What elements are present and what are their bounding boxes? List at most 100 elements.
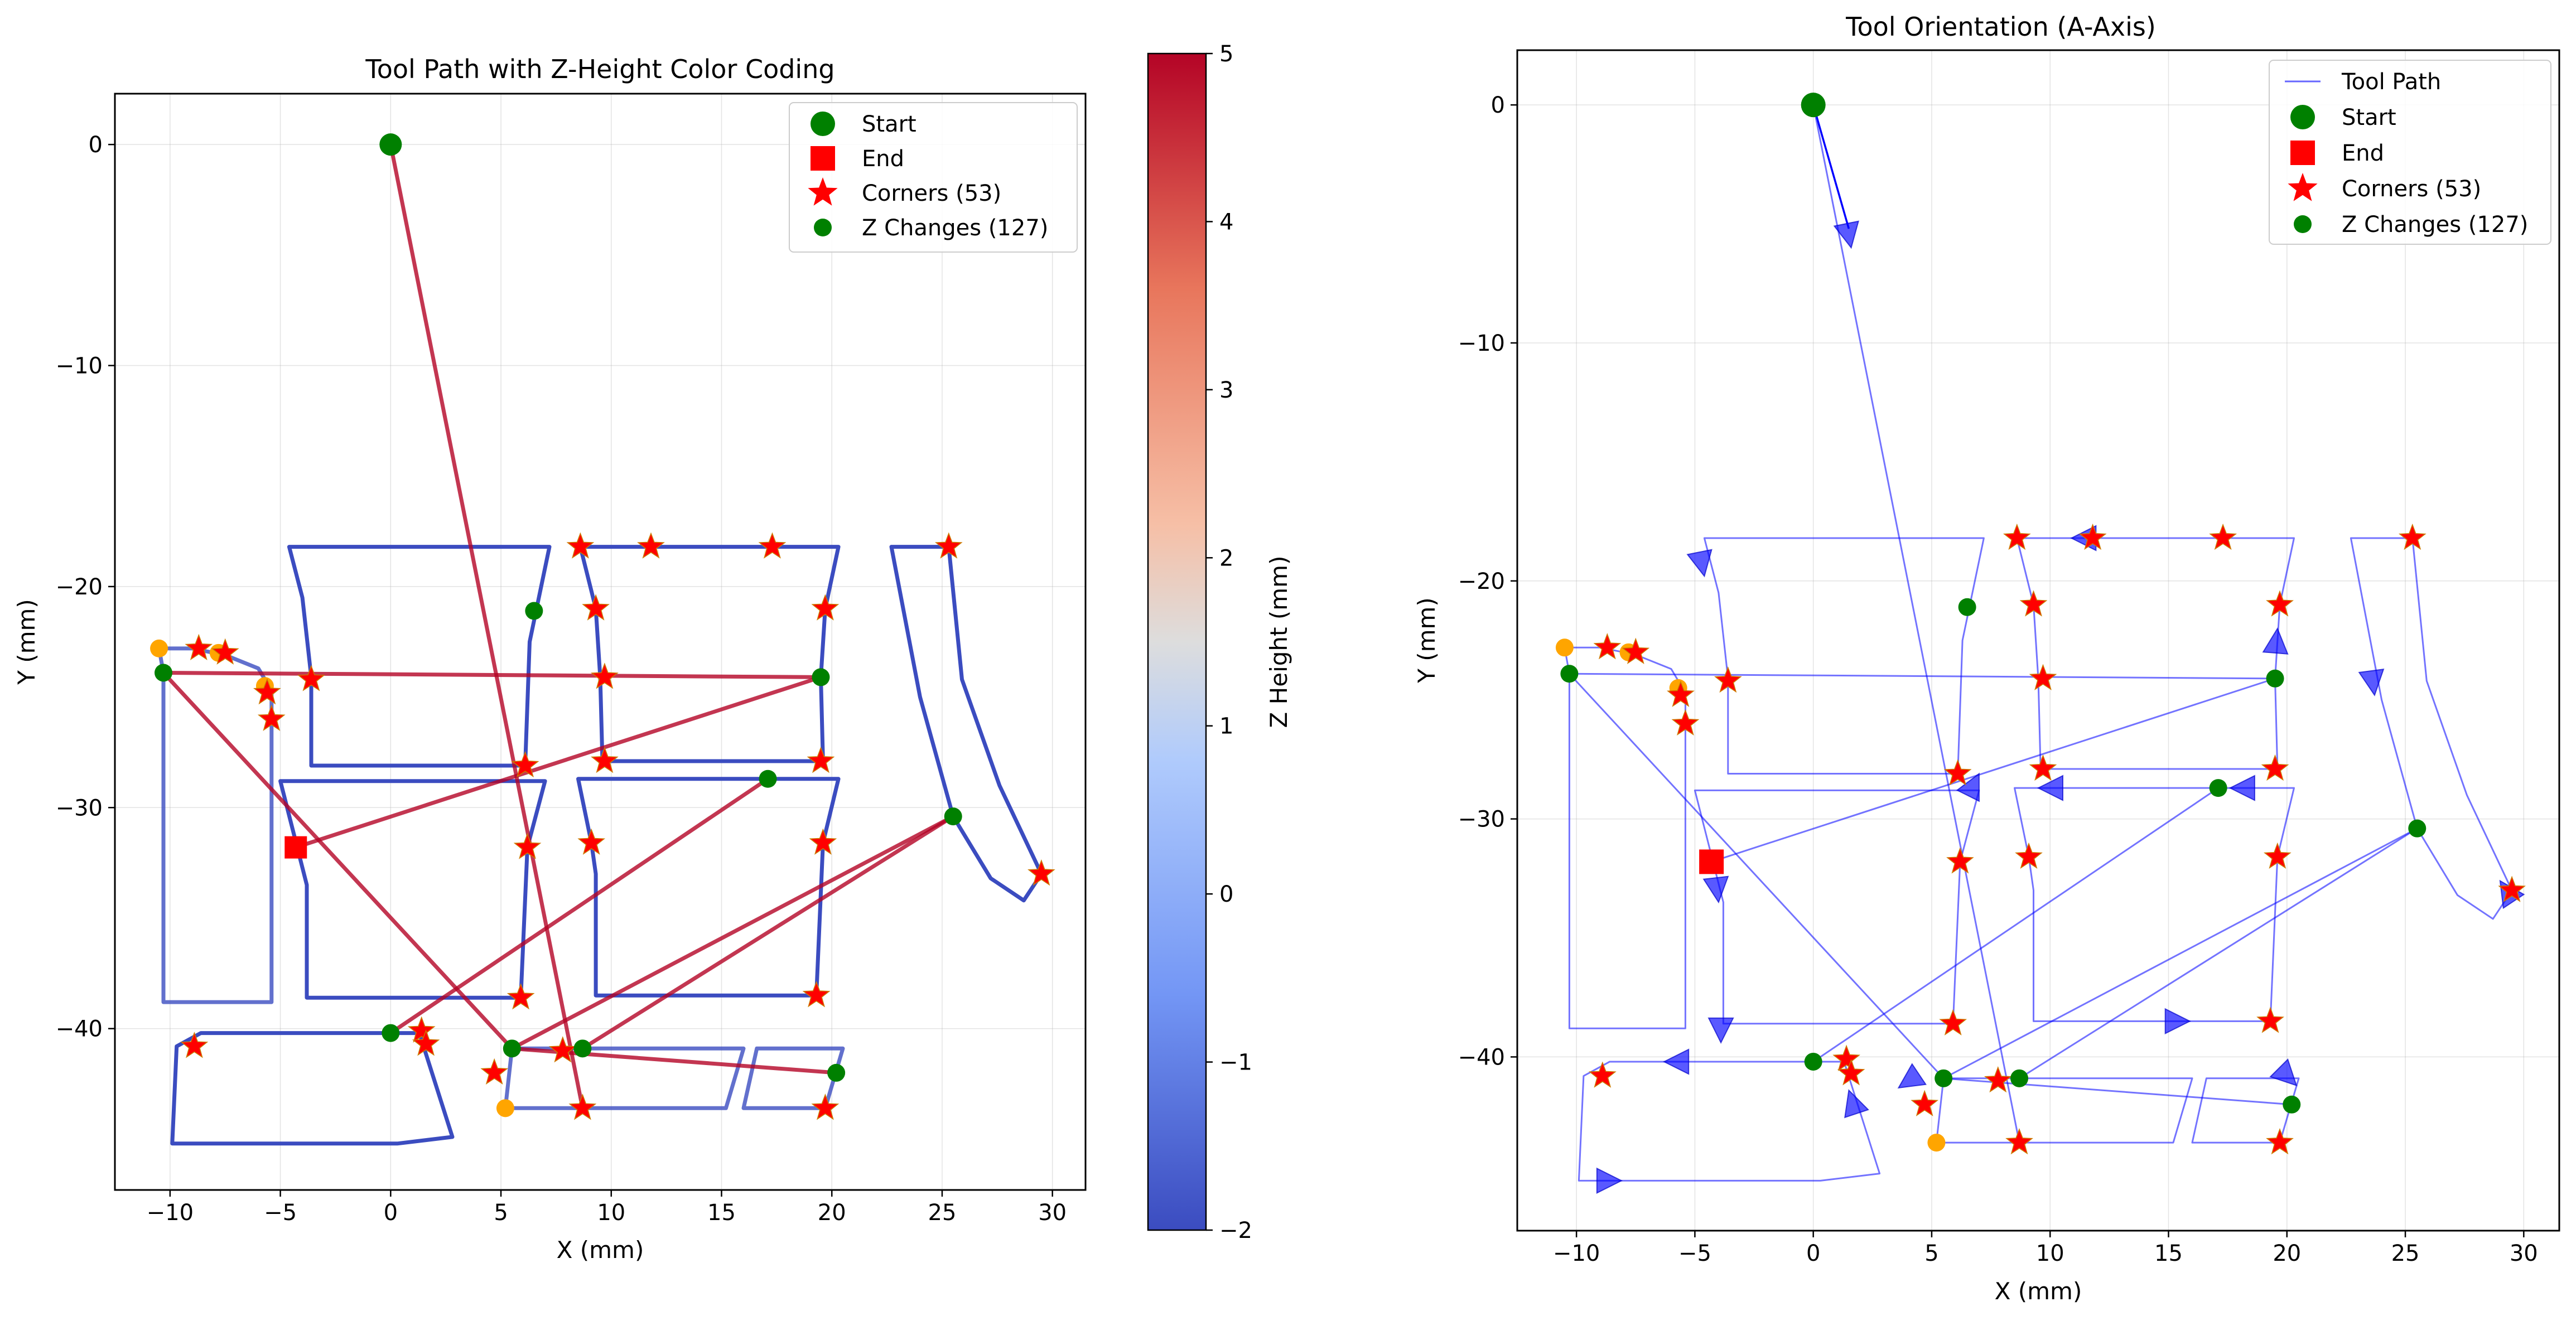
chart-left-legend-label: Corners (53) [862, 181, 1001, 206]
chart-right-xtick-label: 20 [2273, 1241, 2301, 1266]
chart-left-xtick-label: −10 [147, 1200, 194, 1226]
chart-left-corner-marker [568, 1093, 597, 1120]
chart-right-z-change-marker [1958, 598, 1976, 616]
chart-right-orientation-arrow [1662, 1048, 1690, 1075]
chart-right-corner-marker [1667, 680, 1695, 707]
chart-left-cut-path [576, 777, 841, 998]
chart-right-grid [1517, 50, 2559, 1231]
chart-right-corner-marker [2015, 842, 2043, 869]
chart-right-corner-marker [2266, 590, 2294, 617]
chart-left-plot-frame [114, 93, 1087, 1191]
chart-left-corner-marker [1027, 859, 1055, 886]
chart-left-z-change-marker [812, 668, 830, 686]
chart-right-z-change-marker [2266, 669, 2284, 688]
chart-right-corner-marker [2019, 590, 2048, 617]
chart-right-corner-marker [1837, 1059, 1865, 1086]
chart-left-rapid-move [295, 675, 822, 849]
chart-left-corner-marker [566, 532, 595, 559]
chart-right-ytick-label: −20 [1458, 569, 1505, 594]
colorbar-tick-label: 0 [1219, 882, 1233, 907]
chart-left-corner-marker [548, 1036, 577, 1063]
colorbar-tick-label: −2 [1219, 1218, 1252, 1243]
colorbar-tick-label: 1 [1219, 714, 1233, 739]
chart-left-rapid-move [388, 144, 585, 1109]
chart-right-z-change-marker [2209, 779, 2227, 797]
chart-left-legend-corner-swatch [808, 177, 838, 206]
chart-right-corner-marker [2029, 754, 2057, 781]
chart-right-tool-path-segment [1564, 646, 1686, 1029]
chart-right-xtick-label: −10 [1553, 1241, 1600, 1266]
chart-left-corner-marker [811, 594, 840, 621]
chart-left-cut-path [157, 646, 274, 1004]
colorbar-ticks: 5 4 3 2 1 0 −1 −2 [1206, 41, 1252, 1243]
chart-left-corner-marker [257, 704, 286, 731]
chart-right-legend-end-swatch [2290, 141, 2315, 165]
chart-right-orientation-arrow [2037, 775, 2063, 801]
chart-left-z-change-marker [944, 807, 962, 826]
chart-left: Tool Path with Z-Height Color Coding −10… [13, 54, 1087, 1264]
chart-right-orientation-arrow [1707, 1017, 1734, 1044]
chart-left-legend-z-change-swatch [814, 219, 832, 236]
chart-left-rapid-move [581, 815, 954, 1051]
chart-right-markers [1555, 93, 2526, 1155]
chart-right-legend-frame [2269, 60, 2551, 245]
chart-left-legend: Start End Corners (53) Z Changes (127) [789, 102, 1078, 253]
chart-right-corner-marker [2078, 523, 2107, 550]
chart-right-corner-marker [1714, 666, 1742, 693]
chart-right-xlabel: X (mm) [1995, 1278, 2082, 1305]
chart-right-corner-marker [1832, 1044, 1860, 1071]
chart-right-z-change-marker [2010, 1069, 2029, 1087]
chart-left-cut-path [741, 1046, 845, 1110]
chart-right-ytick-label: −30 [1458, 807, 1505, 833]
chart-left-cut-path [578, 545, 841, 763]
chart-left-corner-marker [297, 665, 325, 691]
chart-right-legend: Tool Path Start End Corners (53) Z Changes (… [2269, 60, 2551, 245]
chart-left-end-marker [284, 836, 307, 859]
chart-left-corner-marker [591, 746, 619, 773]
chart-right-corner-marker [2005, 1128, 2033, 1155]
chart-left-corner-marker [253, 678, 281, 705]
colorbar: 5 4 3 2 1 0 −1 −2 Z Height (mm) [1147, 41, 1292, 1243]
colorbar-tick-label: 3 [1219, 378, 1233, 403]
chart-left-corner-marker [934, 532, 963, 559]
chart-right-corner-marker [1911, 1090, 1939, 1116]
chart-right-corner-marker [1939, 1009, 1967, 1035]
chart-right-corner-marker [2256, 1007, 2284, 1033]
chart-left-corner-marker [811, 1093, 840, 1120]
colorbar-tick-label: 5 [1219, 41, 1233, 67]
chart-right-corner-marker [2261, 754, 2289, 781]
chart-right-tool-path-segment [1569, 672, 2275, 680]
chart-left-corner-marker [412, 1029, 440, 1056]
chart-left-corner-marker [807, 746, 835, 773]
chart-right-ylabel: Y (mm) [1413, 597, 1440, 684]
chart-right-legend-corner-swatch [2288, 173, 2318, 201]
chart-right-tool-path-segment [1694, 789, 1980, 1025]
chart-right-ytick-label: 0 [1491, 93, 1505, 118]
chart-left-legend-label: Start [862, 112, 916, 137]
chart-right-corner-marker [1588, 1061, 1617, 1088]
chart-left-corner-marker [180, 1032, 209, 1058]
chart-left-corner-marker [577, 828, 606, 855]
chart-left-ytick-label: −30 [56, 795, 103, 821]
chart-left-ytick-label: −10 [56, 354, 103, 379]
chart-right-corner-marker [2498, 875, 2526, 902]
chart-right-z-change-marker [2408, 819, 2427, 838]
chart-right-corner-marker [2209, 523, 2237, 550]
chart-right-orientation-arrow [1686, 549, 1712, 578]
chart-left-corner-marker [809, 828, 837, 855]
chart-right-title: Tool Orientation (A-Axis) [1845, 12, 2156, 42]
chart-left-z-change-marker [525, 602, 543, 620]
chart-right-orientation-arrow [2228, 775, 2255, 801]
chart-left-z-change-marker [382, 1024, 400, 1042]
chart-left-corner-marker [758, 532, 787, 559]
chart-left-corner-marker [513, 833, 542, 859]
chart-left-legend-label: End [862, 146, 904, 172]
chart-left-ticks: −10 −5 0 5 10 15 20 25 30 0 −10 −20 −30 −40 [56, 132, 1067, 1226]
chart-right-tool-path-segment [1578, 1061, 1881, 1182]
chart-right-orientation-arrow [2262, 627, 2289, 655]
chart-right-orientation-arrow [1833, 220, 1859, 249]
chart-right-orientation-arrow [2164, 1008, 2191, 1035]
chart-left-rapid-move [511, 815, 954, 1051]
chart-left-xtick-label: 30 [1038, 1200, 1067, 1226]
chart-left-corner-marker [185, 633, 213, 661]
